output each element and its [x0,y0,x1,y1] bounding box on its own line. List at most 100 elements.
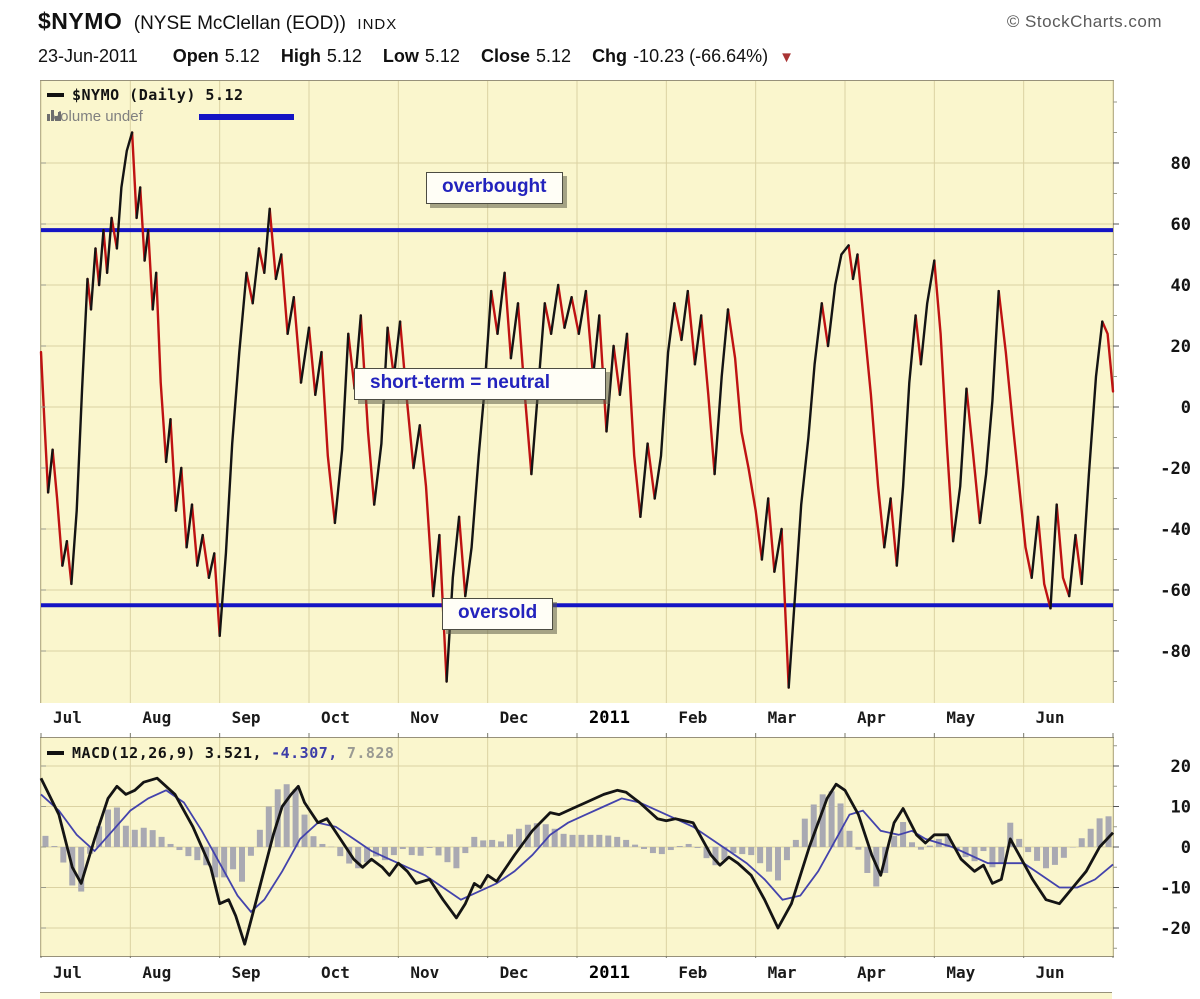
macd-histogram-bar [658,847,665,855]
month-label-mar: Mar [767,708,797,727]
macd-histogram-bar [185,847,192,857]
month-label-2011: 2011 [589,963,630,983]
y-tick-label: 80 [1171,154,1191,174]
month-label-dec: Dec [499,708,529,727]
macd-histogram-bar [453,847,460,869]
month-label-feb: Feb [678,708,708,727]
macd-histogram-bar [256,829,263,847]
macd-histogram-bar [364,847,371,863]
macd-hist-value: 7.828 [346,744,395,762]
y-tick-label: 60 [1171,215,1191,235]
macd-histogram-bar [730,847,737,854]
macd-histogram-bar [346,847,353,864]
macd-histogram-bar [819,794,826,847]
macd-histogram-bar [694,847,701,849]
macd-histogram-bar [944,836,951,847]
x-axis-months-macd: Jul Aug Sep Oct Nov Dec 2011 Feb Mar Apr May Jun [40,958,1190,988]
macd-histogram-bar [1051,847,1058,865]
month-label-mar: Mar [767,963,797,982]
neutral-callout: short-term = neutral [354,368,607,400]
macd-histogram-bar [641,847,647,850]
macd-histogram-bar [230,847,237,870]
macd-histogram-bar [587,834,594,847]
macd-histogram-bar [676,845,683,847]
oversold-callout: oversold [442,598,554,630]
month-label-aug: Aug [142,963,172,982]
macd-histogram-bar [864,847,871,873]
macd-histogram-bar [417,847,424,856]
macd-histogram-bar [533,823,540,847]
y-tick-label: 20 [1171,757,1191,777]
quote-high-label: High [280,46,321,66]
macd-histogram-bar [855,847,862,850]
quote-close-value: 5.12 [536,46,572,66]
month-label-nov: Nov [410,963,440,982]
macd-histogram-bar [239,847,245,882]
macd-histogram-bar [748,847,755,856]
macd-histogram-bar [515,828,522,847]
stockcharts-credit: © StockCharts.com [1006,12,1162,31]
macd-histogram-bar [1078,838,1085,847]
macd-histogram-bar [158,836,165,847]
macd-histogram-bar [426,847,433,849]
macd-histogram-bar [721,847,728,861]
month-label-dec: Dec [499,963,529,982]
macd-histogram-bar [480,840,487,847]
nymo-legend: $NYMO (Daily) 5.12 [47,86,244,104]
quote-date: 23-Jun-2011 [38,46,138,66]
macd-histogram-bar [122,825,129,847]
macd-histogram-bar [953,847,960,850]
symbol: $NYMO [38,8,123,34]
month-label-2011: 2011 [589,708,630,728]
macd-histogram-bar [1043,847,1049,869]
macd-histogram-bar [221,847,228,878]
macd-histogram-bar [373,847,379,857]
signal-line [40,789,1114,914]
volume-legend: Volume undef [47,108,143,125]
macd-histogram-bar [801,818,808,847]
macd-histogram-bar [301,814,308,847]
macd-histogram-bar [319,843,326,847]
macd-histogram-bar [444,847,451,863]
macd-histogram-bar [775,847,781,881]
symbol-exchange: INDX [357,16,398,33]
month-label-may: May [946,963,976,982]
macd-histogram-bar [1096,818,1103,847]
macd-histogram-bar [989,847,996,868]
month-label-oct: Oct [321,963,350,982]
macd-histogram-bar [176,847,183,851]
macd-histogram-bar [498,841,505,847]
macd-histogram-bar [1025,847,1032,853]
macd-histogram-bar [926,845,933,847]
macd-legend-name: MACD(12,26,9) [72,744,196,762]
y-tick-label: -20 [1160,459,1191,479]
macd-histogram-bar [489,839,496,847]
macd-histogram-bar [962,847,969,858]
macd-histogram-bar [837,803,844,847]
macd-histogram-bar [739,847,746,855]
month-label-sep: Sep [231,963,261,982]
macd-histogram-bar [283,784,290,847]
macd-histogram-bar [712,847,719,866]
y-tick-label: 20 [1171,337,1191,357]
quote-high-value: 5.12 [326,46,362,66]
macd-histogram-bar [667,847,674,851]
quote-chg-label: Chg [592,46,628,66]
macd-histogram-bar [757,847,764,864]
macd-line-swatch-icon [47,751,64,755]
month-label-jul: Jul [53,708,82,727]
macd-histogram-bar [971,847,978,862]
macd-value: 3.521, [204,744,263,762]
macd-histogram-bar [1007,822,1014,847]
month-label-apr: Apr [857,963,886,982]
macd-histogram-bar [783,847,790,861]
nymo-line-swatch-icon [47,93,64,97]
macd-histogram-bar [1016,838,1023,847]
y-tick-label: 0 [1181,398,1191,418]
macd-histogram-bar [390,847,397,856]
macd-histogram-bar [507,834,513,847]
macd-histogram-bar [614,836,621,847]
macd-histogram-bar [551,828,558,847]
y-tick-label: -80 [1160,642,1191,662]
